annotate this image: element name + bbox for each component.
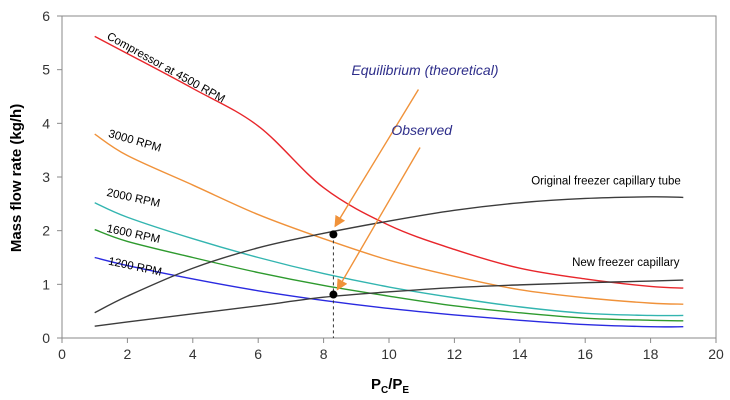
- y-tick-label: 1: [42, 276, 50, 292]
- x-tick-label: 18: [643, 346, 659, 362]
- series-line-4: [94, 256, 684, 328]
- x-tick-label: 14: [512, 346, 528, 362]
- annotation-arrow-1: [336, 147, 421, 291]
- annotations: Equilibrium (theoretical) Observed: [334, 62, 499, 291]
- annotation-arrow-0: [334, 89, 420, 228]
- series-label-1: 3000 RPM: [107, 128, 163, 155]
- annotation-label-0: Equilibrium (theoretical): [351, 62, 498, 78]
- x-tick-label: 12: [447, 346, 463, 362]
- x-tick-label: 20: [708, 346, 724, 362]
- y-tick-label: 5: [42, 62, 50, 78]
- annotation-label-1: Observed: [391, 122, 453, 138]
- y-axis-ticks: 0 1 2 3 4 5 6: [42, 8, 62, 346]
- series-line-5: [94, 196, 684, 314]
- series-label-5: Original freezer capillary tube: [531, 176, 681, 188]
- y-tick-label: 2: [42, 223, 50, 239]
- x-axis-title: PC/PE: [371, 376, 409, 396]
- x-axis-title-main: P: [371, 376, 381, 393]
- x-axis-title-sub2: E: [402, 385, 409, 396]
- series-label-6: New freezer capillary: [572, 257, 680, 269]
- series-label-2: 2000 RPM: [106, 187, 162, 210]
- x-tick-label: 10: [381, 346, 397, 362]
- series-line-6: [94, 279, 684, 327]
- series-line-0: [94, 35, 684, 289]
- series-curves: [94, 35, 684, 328]
- x-axis-ticks: 0 2 4 6 8 10 12 14 16 18 20: [58, 338, 724, 362]
- y-tick-label: 4: [42, 115, 50, 131]
- x-axis-title-sep: /P: [388, 376, 402, 393]
- y-tick-label: 3: [42, 169, 50, 185]
- x-tick-label: 0: [58, 346, 66, 362]
- y-axis-title: Mass flow rate (kg/h): [8, 104, 25, 252]
- x-tick-label: 16: [577, 346, 593, 362]
- x-tick-label: 2: [124, 346, 132, 362]
- equilibrium-markers: [329, 230, 338, 338]
- y-tick-label: 6: [42, 8, 50, 24]
- x-axis-title-sub1: C: [381, 385, 388, 396]
- operating-point-1: [329, 290, 338, 299]
- x-tick-label: 4: [189, 346, 197, 362]
- series-line-1: [94, 133, 684, 305]
- series-label-0: Compressor at 4500 RPM: [105, 31, 227, 106]
- x-tick-label: 8: [320, 346, 328, 362]
- series-line-2: [94, 202, 684, 317]
- series-label-4: 1200 RPM: [107, 256, 163, 279]
- y-tick-label: 0: [42, 330, 50, 346]
- operating-point-0: [329, 230, 338, 239]
- x-tick-label: 6: [254, 346, 262, 362]
- series-line-3: [94, 228, 684, 322]
